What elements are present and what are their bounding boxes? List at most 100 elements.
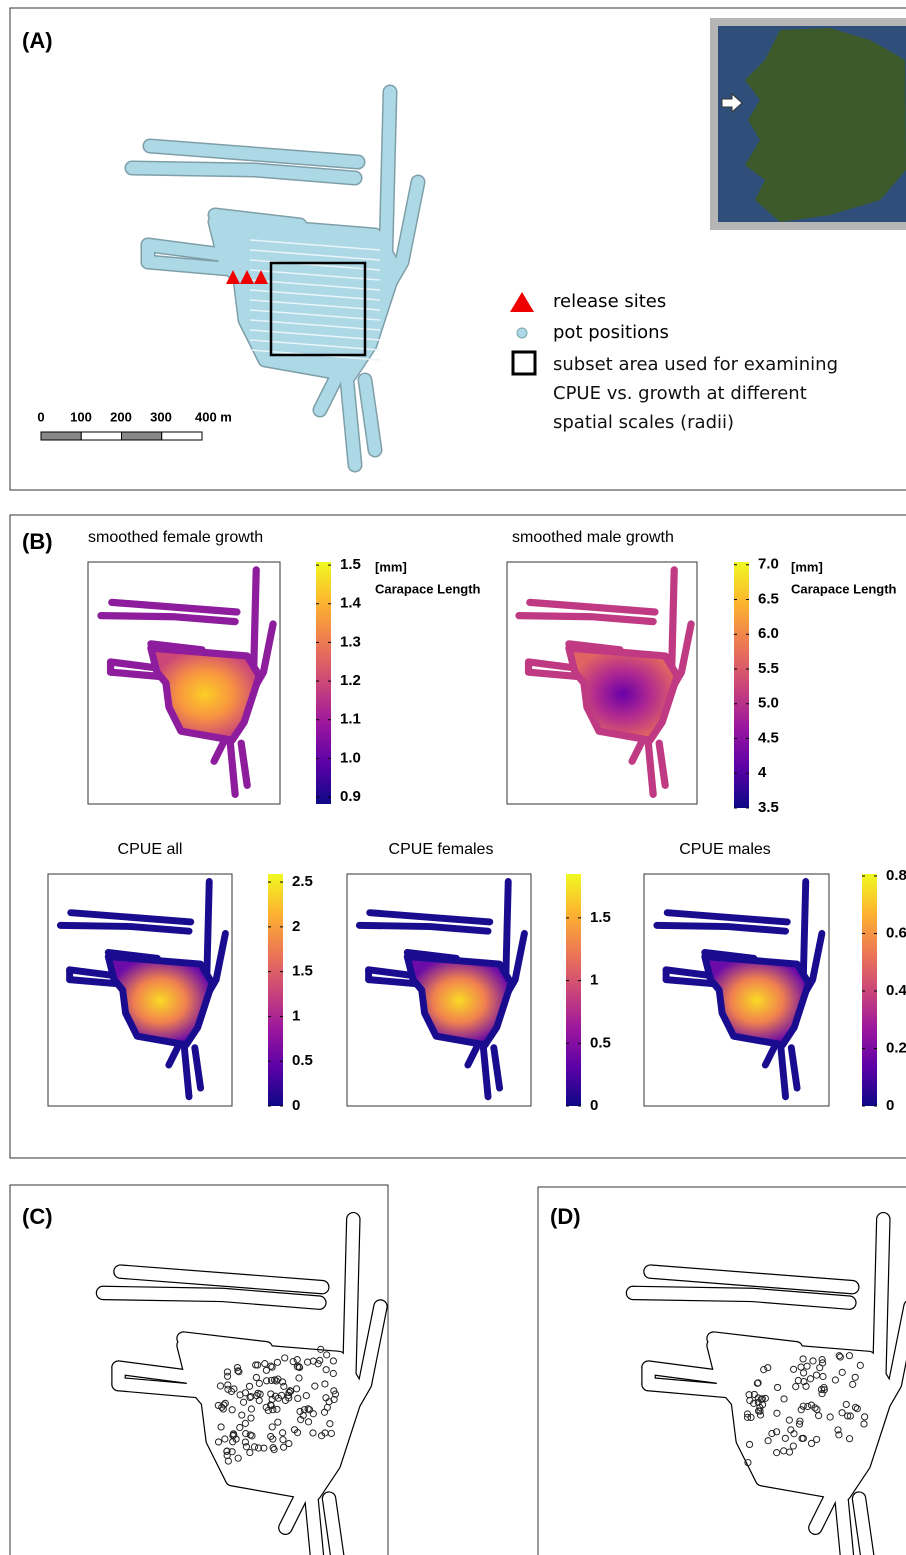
colorbar xyxy=(734,562,749,808)
scale-segment xyxy=(162,432,202,440)
colorbar-tick-label: 0.9 xyxy=(340,788,361,805)
map-title: CPUE females xyxy=(389,841,494,858)
colorbar-tick-label: 0 xyxy=(590,1097,598,1114)
track-block xyxy=(108,957,212,1045)
map-c xyxy=(103,1219,380,1555)
heatmap-tracks xyxy=(60,882,225,1097)
unit-label: [mm] xyxy=(375,559,407,574)
track xyxy=(121,1272,323,1288)
track-block xyxy=(407,957,511,1045)
colorbar-tick-label: 1.4 xyxy=(340,595,362,612)
heatmap-tracks xyxy=(359,882,524,1097)
figure: (A) (B) (C) (D) release sites pot positi… xyxy=(0,0,906,1555)
scale-segment xyxy=(122,432,162,440)
colorbar-tick-label: 1.5 xyxy=(292,963,313,980)
colorbar-tick-label: 0.4 xyxy=(886,982,906,999)
track xyxy=(494,1048,500,1088)
map-title: smoothed male growth xyxy=(512,529,674,546)
colorbar-tick-label: 1.0 xyxy=(340,749,361,766)
track-block xyxy=(705,957,809,1045)
heatmap xyxy=(101,570,273,795)
track xyxy=(765,1048,774,1065)
map-title: smoothed female growth xyxy=(88,529,263,546)
panel-label: (D) xyxy=(550,1204,581,1229)
scale-label: 200 xyxy=(110,409,132,424)
colorbar-tick-label: 0.6 xyxy=(886,924,906,941)
track xyxy=(791,1048,797,1088)
track xyxy=(320,380,335,410)
track xyxy=(71,913,191,922)
colorbar xyxy=(862,874,877,1106)
colorbar-tick-label: 0.5 xyxy=(292,1052,313,1069)
scale-segment xyxy=(41,432,81,440)
legend-label: pot positions xyxy=(553,322,669,343)
colorbar-tick-label: 0.5 xyxy=(590,1034,611,1051)
colorbar-tick-label: 6.0 xyxy=(758,625,779,642)
track xyxy=(70,970,114,976)
colorbar-tick-label: 2.5 xyxy=(292,873,313,890)
colorbar xyxy=(566,874,581,1106)
legend-label: subset area used for examining CPUE vs. … xyxy=(553,350,853,437)
scale-label: 300 xyxy=(150,409,172,424)
colorbar-tick-label: 0 xyxy=(292,1097,300,1114)
page: (A) (B) (C) (D) release sites pot positi… xyxy=(0,0,906,1555)
colorbar-tick-label: 1 xyxy=(590,972,598,989)
track xyxy=(666,970,710,976)
heatmap-tracks xyxy=(657,882,822,1097)
inset-land xyxy=(745,28,906,222)
map-d xyxy=(633,1219,906,1555)
panel-label: (C) xyxy=(22,1204,53,1229)
scale-label: 100 xyxy=(70,409,92,424)
track xyxy=(632,743,641,761)
map-a xyxy=(132,92,418,465)
heatmap xyxy=(519,570,691,795)
colorbar xyxy=(268,874,283,1106)
track xyxy=(359,925,488,931)
track xyxy=(529,662,575,668)
colorbar-tick-label: 0 xyxy=(886,1097,894,1114)
colorbar-tick-label: 1.5 xyxy=(590,909,611,926)
track xyxy=(150,146,358,162)
panel-b-frame xyxy=(10,515,906,1158)
scale-label: 400 m xyxy=(195,409,232,424)
track xyxy=(214,743,223,761)
colorbar-tick-label: 2 xyxy=(292,918,300,935)
track xyxy=(651,1272,853,1288)
track xyxy=(657,925,786,931)
track xyxy=(667,913,787,922)
track xyxy=(195,1048,201,1088)
heatmap-tracks xyxy=(101,570,273,795)
colorbar-tick-label: 4 xyxy=(758,764,767,781)
colorbar-tick-label: 4.5 xyxy=(758,729,779,746)
legend-dot xyxy=(517,328,527,338)
track xyxy=(111,662,157,668)
unit-label: Carapace Length xyxy=(375,581,481,596)
track xyxy=(112,602,237,612)
track xyxy=(369,970,413,976)
colorbar-tick-label: 1.5 xyxy=(340,556,361,573)
track xyxy=(370,913,490,922)
track-block xyxy=(184,1345,359,1493)
scale-segment xyxy=(81,432,121,440)
heatmap xyxy=(657,882,822,1097)
track xyxy=(659,743,665,785)
track xyxy=(101,616,235,622)
heatmap xyxy=(359,882,524,1097)
track xyxy=(60,925,189,931)
track-block xyxy=(569,648,677,740)
track xyxy=(241,743,247,785)
colorbar xyxy=(316,562,331,804)
colorbar-tick-label: 1.1 xyxy=(340,711,361,728)
colorbar-tick-label: 7.0 xyxy=(758,556,779,573)
track xyxy=(519,616,653,622)
colorbar-tick-label: 1.3 xyxy=(340,633,361,650)
colorbar-tick-label: 1 xyxy=(292,1007,300,1024)
colorbar-tick-label: 6.5 xyxy=(758,590,779,607)
panel-label: (A) xyxy=(22,28,53,53)
legend-triangle xyxy=(510,292,534,312)
legend-square xyxy=(513,352,535,374)
unit-label: Carapace Length xyxy=(791,581,897,596)
unit-label: [mm] xyxy=(791,559,823,574)
track xyxy=(530,602,655,612)
colorbar-tick-label: 0.8 xyxy=(886,867,906,884)
